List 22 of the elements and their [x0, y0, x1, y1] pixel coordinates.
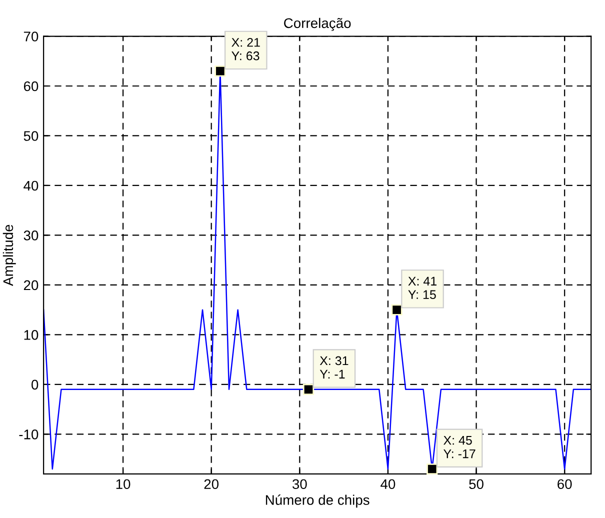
- y-tick-label: 10: [24, 330, 38, 340]
- y-axis-title: Amplitude: [2, 224, 16, 286]
- chart-title: Correlação: [284, 18, 351, 31]
- x-tick-label: 30: [292, 479, 307, 490]
- y-tick-label: 20: [24, 280, 38, 290]
- annotation: X: 31 Y: -1: [320, 356, 348, 378]
- y-tick-label: 30: [24, 230, 38, 240]
- x-tick-label: 10: [116, 479, 130, 490]
- annotation: X: 41 Y: 15: [408, 276, 436, 300]
- x-tick-label: 20: [204, 479, 219, 490]
- x-tick-label: 40: [380, 479, 396, 490]
- y-tick-label: 50: [24, 131, 38, 141]
- y-tick-label: 70: [24, 32, 38, 42]
- y-tick-label: -10: [19, 430, 38, 440]
- annotation: X: 45 Y: -17: [444, 436, 476, 458]
- annotation: X: 21 Y: 63: [232, 38, 260, 60]
- x-axis-title: Número de chips: [266, 494, 370, 508]
- y-tick-label: 40: [24, 180, 38, 191]
- y-tick-label: 60: [24, 81, 38, 92]
- y-tick-label: 0: [32, 380, 38, 390]
- x-tick-label: 60: [558, 479, 572, 490]
- x-tick-label: 50: [469, 479, 484, 490]
